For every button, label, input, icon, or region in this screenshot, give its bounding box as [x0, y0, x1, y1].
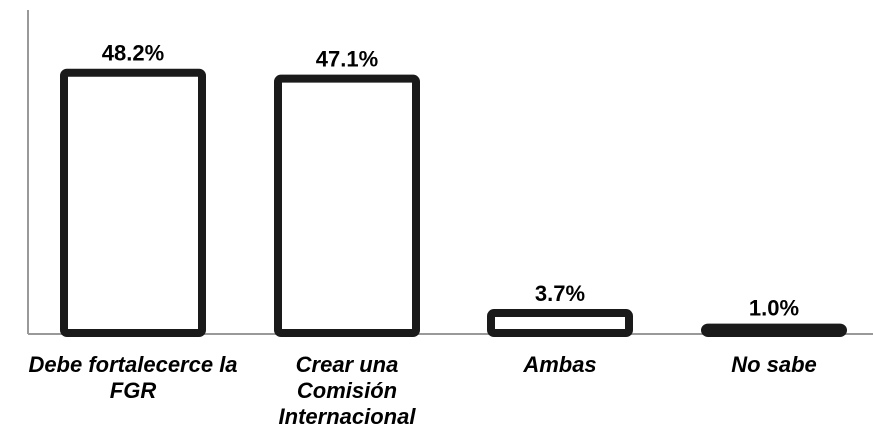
x-tick-label: Ambas: [523, 352, 597, 377]
x-tick-label: Crear una Comisión Internacional: [278, 352, 416, 429]
x-tick-label: No sabe: [731, 352, 817, 377]
value-label: 1.0%: [749, 296, 799, 321]
value-label: 48.2%: [102, 41, 164, 66]
value-label: 47.1%: [316, 47, 378, 72]
value-label: 3.7%: [535, 281, 585, 306]
bar: [60, 68, 206, 337]
x-tick-label: Debe fortalecerce la FGR: [28, 352, 238, 403]
bar: [701, 323, 847, 338]
bar: [274, 74, 420, 337]
bar: [487, 309, 633, 337]
